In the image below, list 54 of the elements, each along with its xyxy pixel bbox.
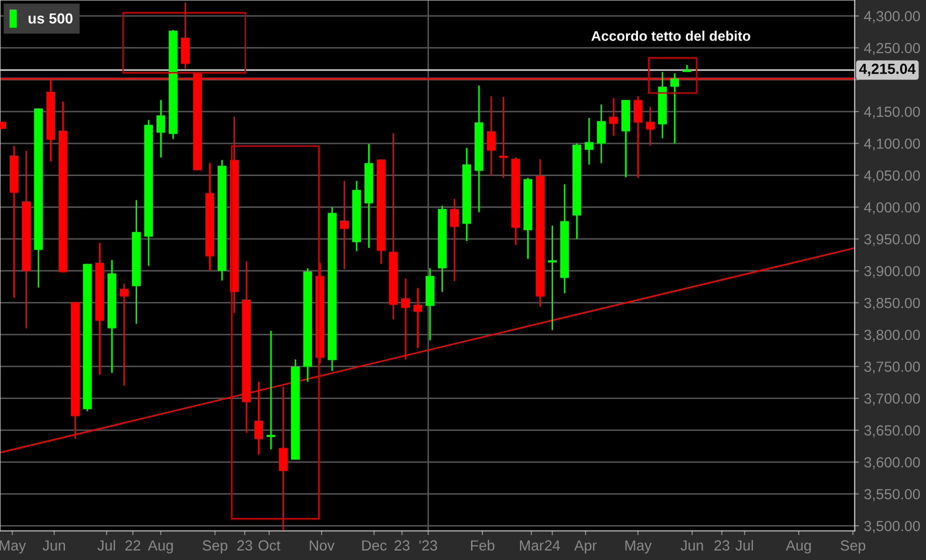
x-tick-label: 23 [237,540,252,551]
candlestick [596,104,606,164]
x-tick-label: Jul [735,540,753,551]
y-tick-label: 3,650.00 [864,425,920,438]
ref-line-label: 4,215.04 [859,64,916,76]
candlestick [646,106,655,146]
x-tick-label: 22 [125,540,140,550]
x-tick-label: Feb [471,540,494,551]
legend-label: us 500 [28,13,73,24]
candlestick [413,287,422,349]
candlestick [584,117,594,166]
y-tick-label: 3,950.00 [864,234,920,246]
x-tick-label: May [0,540,26,554]
x-tick-label: Nov [310,540,335,551]
x-tick-label: Mar [520,540,544,551]
x-tick-label: Jun [42,540,65,551]
y-tick-label: 3,850.00 [864,298,920,310]
candlestick [120,282,128,386]
x-tick-label: Oct [258,540,280,551]
y-tick-label: 4,300.00 [864,11,920,24]
x-tick-label: Aug [148,540,173,554]
x-tick-label: Jun [680,540,703,551]
candlestick [401,278,410,360]
y-tick-label: 3,750.00 [864,362,920,374]
x-tick-label: Aug [786,540,811,554]
candlestick [486,96,496,177]
y-tick-label: 3,900.00 [864,266,920,278]
candlestick [634,96,642,179]
x-tick-label: Dec [362,540,387,551]
x-tick-label: Apr [574,540,597,554]
y-tick-label: 4,250.00 [864,42,920,55]
y-tick-label: 3,700.00 [864,393,920,406]
candlestick [609,97,618,136]
y-tick-label: 4,100.00 [864,138,920,151]
x-tick-label: Jul [98,540,115,551]
candlestick [156,99,166,158]
y-tick-label: 3,550.00 [864,489,920,502]
candlestick [670,72,680,144]
x-tick-label: '23 [419,540,438,551]
x-tick-label: Sep [840,540,866,554]
y-tick-label: 3,500.00 [864,520,920,533]
y-tick-label: 3,600.00 [864,457,920,470]
x-tick-label: 23 [394,540,410,551]
y-tick-label: 4,050.00 [864,170,920,182]
x-tick-label: 23 [714,540,730,551]
y-tick-label: 3,800.00 [864,330,920,342]
y-tick-label: 4,150.00 [864,106,920,119]
y-tick-label: 4,000.00 [864,202,920,214]
x-tick-label: 24 [544,540,560,550]
x-tick-label: May [625,540,652,554]
x-tick-label: Sep [202,540,228,554]
candlestick [450,198,459,282]
candlestick [340,180,349,270]
annotation: Accordo tetto del debito [591,30,750,41]
